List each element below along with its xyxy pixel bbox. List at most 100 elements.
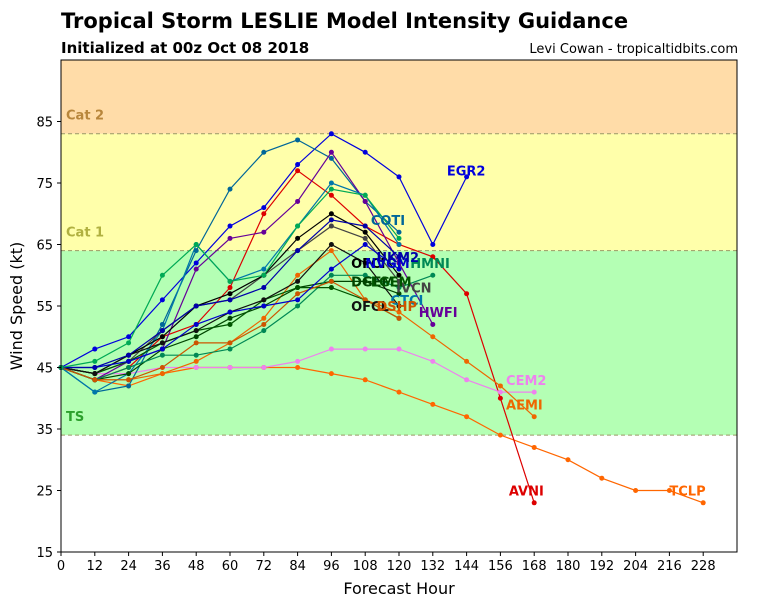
series-point-ctci bbox=[261, 266, 267, 272]
series-point-cem2 bbox=[261, 365, 267, 370]
series-point-nvgm bbox=[261, 303, 267, 309]
series-point-aemi bbox=[261, 315, 267, 321]
series-label-hwfi: HWFI bbox=[419, 306, 458, 321]
series-point-tclp bbox=[362, 377, 368, 383]
series-point-tclp bbox=[599, 475, 605, 481]
series-point-tclp bbox=[295, 365, 301, 370]
series-point-coti bbox=[396, 229, 402, 235]
series-point-tclp bbox=[464, 414, 470, 420]
series-label-ofcl: OFCL bbox=[351, 300, 389, 315]
series-point-cem2 bbox=[396, 346, 402, 352]
series-point-ofcl bbox=[362, 260, 368, 266]
series-point-ctci bbox=[328, 180, 334, 186]
series-point-cem2 bbox=[328, 346, 334, 352]
series-point-ofcl bbox=[159, 340, 165, 346]
y-axis-label: Wind Speed (kt) bbox=[7, 242, 26, 371]
series-labels: EGR2 TCLP AVNI CEM2 AEMI COTI HWFICTCIIVCNDGEM… bbox=[351, 165, 706, 500]
y-tick-label: 65 bbox=[36, 239, 53, 254]
series-point-egr2 bbox=[430, 242, 436, 247]
series-point-cem2 bbox=[464, 377, 470, 383]
series-label-aemi: AEMI bbox=[506, 398, 543, 413]
series-label-nvgm: NVGM bbox=[365, 257, 410, 272]
x-tick-label: 144 bbox=[454, 559, 479, 574]
series-point-avni bbox=[295, 168, 301, 174]
series-point-egr2 bbox=[328, 131, 334, 137]
series-point-hmni bbox=[295, 303, 301, 309]
series-point-hmni bbox=[328, 272, 334, 278]
series-label-ofci: OFCI bbox=[351, 257, 385, 272]
series-point-hwfi bbox=[193, 266, 199, 272]
series-point-dgem bbox=[193, 334, 199, 340]
series-line-hwfi bbox=[60, 151, 434, 381]
series-label-hmni: HMNI bbox=[410, 257, 450, 272]
x-tick-label: 168 bbox=[522, 559, 547, 574]
chart-subtitle: Initialized at 00z Oct 08 2018 bbox=[61, 39, 310, 57]
x-tick-label: 156 bbox=[488, 559, 513, 574]
series-point-lgem bbox=[328, 285, 334, 291]
series-point-egr2 bbox=[126, 334, 132, 340]
series-point-ukm2 bbox=[295, 248, 301, 254]
series-point-tclp bbox=[396, 389, 402, 395]
series-point-ofci bbox=[159, 334, 165, 340]
series-point-unlabeled-17 bbox=[261, 272, 267, 278]
series-point-dshp bbox=[328, 278, 334, 284]
series-point-coti bbox=[193, 248, 199, 254]
y-tick-label: 25 bbox=[36, 485, 53, 500]
series-point-hmni bbox=[396, 285, 402, 291]
x-tick-label: 36 bbox=[154, 559, 171, 574]
series-point-coti bbox=[328, 155, 334, 161]
series-point-aemi bbox=[328, 248, 334, 254]
x-tick-label: 204 bbox=[623, 559, 648, 574]
series-point-ofcl bbox=[261, 297, 267, 303]
intensity-bands bbox=[61, 60, 737, 436]
series-point-ukm2 bbox=[328, 217, 334, 223]
band-label-cat-1: Cat 1 bbox=[66, 225, 104, 240]
series-label-dshp: DSHP bbox=[376, 300, 417, 315]
series-point-coti bbox=[295, 137, 301, 143]
x-tick-label: 12 bbox=[87, 559, 104, 574]
series-point-aemi bbox=[295, 272, 301, 278]
series-point-cem2 bbox=[227, 365, 233, 370]
series-point-hmni bbox=[126, 365, 132, 370]
x-tick-label: 108 bbox=[353, 559, 378, 574]
series-point-dshp bbox=[396, 315, 402, 321]
series-point-tclp bbox=[700, 500, 706, 506]
series-point-hmni bbox=[261, 328, 267, 334]
series-point-hmni bbox=[193, 352, 199, 358]
y-tick-label: 15 bbox=[36, 546, 53, 561]
series-point-tclp bbox=[430, 401, 436, 407]
series-point-ivcn bbox=[396, 278, 402, 284]
series-point-egr2 bbox=[92, 346, 98, 352]
series-point-tclp bbox=[666, 488, 672, 493]
band-cat-2 bbox=[61, 60, 737, 134]
series-point-coti bbox=[159, 321, 165, 327]
series-point-ofci bbox=[295, 235, 301, 241]
series-point-hmni bbox=[430, 272, 436, 278]
series-point-nvgm bbox=[295, 297, 301, 303]
series-point-dshp bbox=[126, 377, 132, 383]
y-tick-label: 35 bbox=[36, 423, 53, 438]
series-point-avni bbox=[328, 192, 334, 198]
x-tick-label: 192 bbox=[589, 559, 614, 574]
series-point-nvgm bbox=[362, 242, 368, 247]
x-tick-label: 96 bbox=[323, 559, 340, 574]
series-point-tclp bbox=[633, 488, 639, 493]
series-line-tclp bbox=[60, 366, 704, 504]
series-point-hwfi bbox=[328, 149, 334, 155]
series-point-hwfi bbox=[227, 235, 233, 241]
series-point-ukm2 bbox=[227, 297, 233, 303]
series-point-cem2 bbox=[531, 389, 537, 395]
series-point-hwfi bbox=[295, 198, 301, 204]
series-point-unlabeled-17 bbox=[362, 192, 368, 198]
series-point-nvgm bbox=[193, 321, 199, 327]
series-point-egr2 bbox=[396, 174, 402, 180]
series-points bbox=[58, 131, 706, 506]
series-label-lgem: LGEM bbox=[371, 275, 412, 290]
series-point-ukm2 bbox=[261, 285, 267, 291]
series-point-hwfi bbox=[261, 229, 267, 235]
band-labels: Cat 2 Cat 1 TS bbox=[66, 109, 104, 425]
series-point-coti bbox=[261, 149, 267, 155]
x-tick-label: 0 bbox=[57, 559, 65, 574]
series-label-egr2: EGR2 bbox=[447, 165, 486, 180]
series-point-ofci bbox=[328, 211, 334, 217]
